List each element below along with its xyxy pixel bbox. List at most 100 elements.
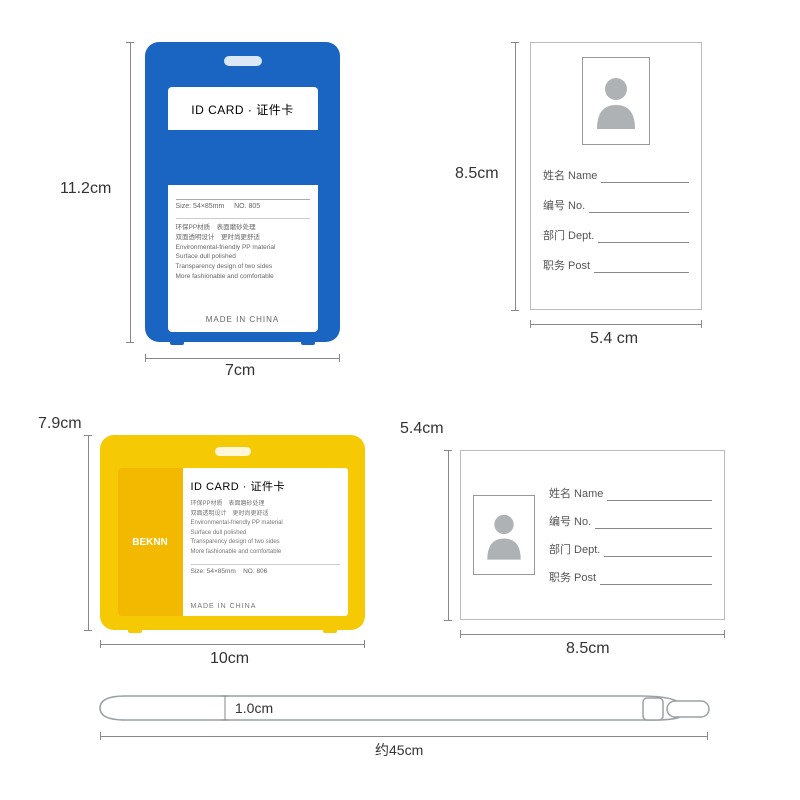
- field-row: 职务 Post: [543, 257, 689, 273]
- yellow-card-holder: BEKNN ID CARD · 证件卡 环保PP材质 表面磨砂处理 双面透明设计…: [100, 435, 365, 630]
- field-line: [598, 242, 689, 243]
- desc-line: Environmental-friendly PP material: [176, 243, 310, 253]
- spec-size: Size: 54×85mm: [191, 568, 236, 575]
- blue-stripe: [168, 130, 318, 185]
- field-row: 编号 No.: [543, 197, 689, 213]
- dim-cap: [511, 42, 519, 43]
- yellow-width-label: 10cm: [210, 650, 249, 668]
- holder-foot: [301, 339, 315, 345]
- fields: 姓名 Name 编号 No. 部门 Dept. 职务 Post: [549, 465, 712, 605]
- dim-cap: [530, 320, 531, 328]
- field-label-post: 职务 Post: [549, 569, 600, 585]
- card-specs: Size: 54×85mm NO. 806: [191, 564, 340, 575]
- field-line: [607, 500, 712, 501]
- dim-cap: [701, 320, 702, 328]
- field-label-post: 职务 Post: [543, 257, 594, 273]
- blue-card-holder: ID CARD · 证件卡 Size: 54×85mm NO. 805 环保PP…: [145, 42, 340, 342]
- yellow-card-insert: BEKNN ID CARD · 证件卡 环保PP材质 表面磨砂处理 双面透明设计…: [118, 468, 348, 616]
- field-line: [600, 584, 712, 585]
- desc-line: Surface dull polished: [176, 252, 310, 262]
- card-description: 环保PP材质 表面磨砂处理 双面透明设计 更时尚更舒适 Environmenta…: [176, 218, 310, 282]
- dim-cap: [707, 732, 708, 740]
- field-row: 部门 Dept.: [549, 541, 712, 557]
- idcard-v-width-line: [530, 324, 702, 325]
- desc-line: More fashionable and comfortable: [176, 272, 310, 282]
- idcard-h-width-line: [460, 634, 725, 635]
- card-specs: Size: 54×85mm NO. 805: [176, 199, 310, 210]
- dim-cap: [145, 354, 146, 362]
- id-card-horizontal: 姓名 Name 编号 No. 部门 Dept. 职务 Post: [460, 450, 725, 620]
- dim-cap: [100, 732, 101, 740]
- field-line: [589, 212, 689, 213]
- desc-line: More fashionable and comfortable: [191, 548, 340, 558]
- desc-line: Surface dull polished: [191, 529, 340, 539]
- field-label-no: 编号 No.: [543, 197, 589, 213]
- field-label-name: 姓名 Name: [543, 167, 601, 183]
- field-row: 部门 Dept.: [543, 227, 689, 243]
- field-line: [601, 182, 689, 183]
- field-row: 姓名 Name: [549, 485, 712, 501]
- lanyard-slot: [224, 56, 262, 66]
- field-label-dept: 部门 Dept.: [543, 227, 598, 243]
- dim-cap: [364, 640, 365, 648]
- field-line: [595, 528, 712, 529]
- blue-width-label: 7cm: [225, 362, 255, 380]
- holder-foot: [323, 627, 337, 633]
- made-in-china: MADE IN CHINA: [191, 603, 257, 610]
- id-card-vertical: 姓名 Name 编号 No. 部门 Dept. 职务 Post: [530, 42, 702, 310]
- desc-line: Transparency design of two sides: [176, 262, 310, 272]
- dim-cap: [339, 354, 340, 362]
- avatar-icon: [591, 71, 641, 131]
- lanyard-thickness-label: 1.0cm: [235, 700, 273, 716]
- blue-card-insert: ID CARD · 证件卡 Size: 54×85mm NO. 805 环保PP…: [168, 87, 318, 332]
- holder-foot: [170, 339, 184, 345]
- dim-cap: [100, 640, 101, 648]
- dim-cap: [444, 620, 452, 621]
- idcard-h-height-line: [448, 450, 449, 620]
- blue-height-line: [130, 42, 131, 342]
- field-row: 编号 No.: [549, 513, 712, 529]
- idcard-v-height-label: 8.5cm: [455, 165, 499, 183]
- dim-cap: [126, 342, 134, 343]
- spec-no: NO. 805: [234, 203, 260, 210]
- spec-size: Size: 54×85mm: [176, 203, 225, 210]
- blue-width-line: [145, 358, 340, 359]
- idcard-h-height-label: 5.4cm: [400, 420, 444, 438]
- dim-cap: [511, 310, 519, 311]
- field-row: 姓名 Name: [543, 167, 689, 183]
- yellow-height-label: 7.9cm: [38, 415, 82, 433]
- dim-cap: [84, 435, 92, 436]
- dim-cap: [460, 630, 461, 638]
- lanyard-length-line: [100, 736, 708, 737]
- desc-line: 环保PP材质 表面磨砂处理: [176, 223, 310, 233]
- lanyard-length-label: 约45cm: [375, 740, 423, 760]
- card-title: ID CARD · 证件卡: [191, 478, 340, 494]
- desc-line: 双面透明设计 更时尚更舒适: [191, 510, 340, 520]
- card-description: 环保PP材质 表面磨砂处理 双面透明设计 更时尚更舒适 Environmenta…: [191, 500, 340, 558]
- field-label-dept: 部门 Dept.: [549, 541, 604, 557]
- spec-no: NO. 806: [243, 568, 267, 575]
- yellow-width-line: [100, 644, 365, 645]
- blue-height-label: 11.2cm: [60, 180, 111, 198]
- dim-cap: [84, 630, 92, 631]
- field-line: [594, 272, 689, 273]
- holder-foot: [128, 627, 142, 633]
- field-line: [604, 556, 712, 557]
- idcard-h-width-label: 8.5cm: [566, 640, 610, 658]
- desc-line: Transparency design of two sides: [191, 538, 340, 548]
- lanyard-icon: [85, 688, 715, 740]
- photo-placeholder: [473, 495, 535, 575]
- field-row: 职务 Post: [549, 569, 712, 585]
- lanyard-slot: [215, 447, 251, 456]
- dim-cap: [724, 630, 725, 638]
- photo-placeholder: [582, 57, 650, 145]
- made-in-china: MADE IN CHINA: [168, 315, 318, 324]
- desc-line: Environmental-friendly PP material: [191, 519, 340, 529]
- yellow-card-text: ID CARD · 证件卡 环保PP材质 表面磨砂处理 双面透明设计 更时尚更舒…: [183, 468, 348, 616]
- dim-cap: [126, 42, 134, 43]
- yellow-brand-bar: BEKNN: [118, 468, 183, 616]
- lanyard: 1.0cm 约45cm: [85, 688, 715, 758]
- card-title: ID CARD · 证件卡: [176, 101, 310, 118]
- brand-text: BEKNN: [132, 537, 168, 548]
- field-label-name: 姓名 Name: [549, 485, 607, 501]
